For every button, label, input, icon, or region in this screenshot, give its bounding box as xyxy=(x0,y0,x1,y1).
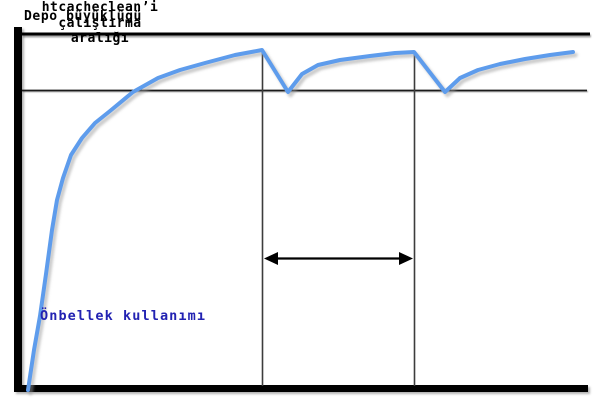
y-axis xyxy=(14,27,22,392)
cache-usage-curve-shadow xyxy=(28,50,578,396)
arrow-head-right-icon xyxy=(399,252,413,265)
annotation-line-1: htcacheclean’i xyxy=(41,0,159,15)
run-interval-arrow xyxy=(264,252,413,265)
chart-title: Depo büyüklüğü xyxy=(24,9,142,24)
arrow-head-left-icon xyxy=(264,252,278,265)
x-axis xyxy=(14,385,588,392)
axes xyxy=(14,27,588,392)
cache-usage-curve xyxy=(26,48,575,392)
cache-usage-label: Önbellek kullanımı xyxy=(40,308,207,324)
annotation-line-2: çalıştırma xyxy=(58,15,142,31)
